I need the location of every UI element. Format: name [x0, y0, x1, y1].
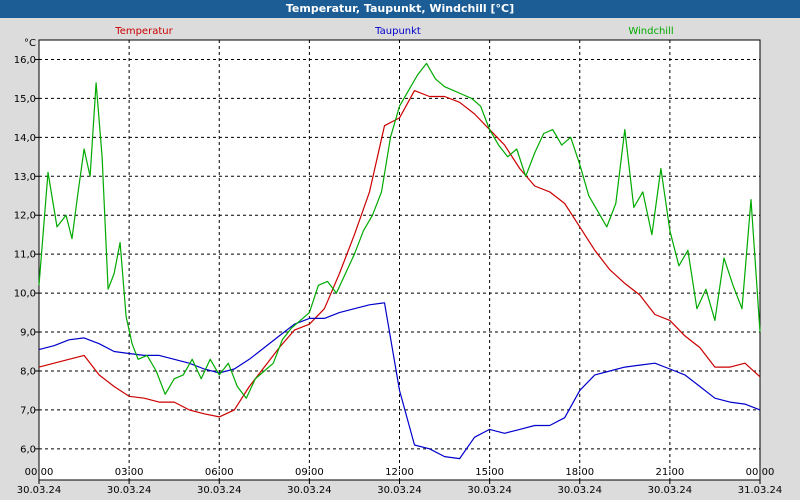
y-tick-label: 9,0 — [20, 328, 36, 339]
legend-item-windchill: Windchill — [628, 26, 673, 37]
x-tick-time-label: 00:00 — [25, 467, 54, 478]
legend-item-taupunkt: Taupunkt — [374, 26, 421, 37]
x-tick-date-label: 30.03.24 — [467, 485, 512, 496]
x-tick-time-label: 00:00 — [746, 467, 775, 478]
y-tick-label: 16,0 — [14, 55, 36, 66]
x-tick-date-label: 30.03.24 — [287, 485, 332, 496]
x-tick-date-label: 31.03.24 — [738, 485, 783, 496]
y-tick-label: 6,0 — [20, 444, 36, 455]
x-tick-date-label: 30.03.24 — [648, 485, 693, 496]
legend-item-temperatur: Temperatur — [114, 26, 173, 37]
series-line-temperatur — [38, 89, 761, 418]
y-tick-label: 7,0 — [20, 405, 36, 416]
y-tick-label: 12,0 — [14, 211, 36, 222]
series-line-windchill — [38, 62, 761, 399]
x-tick-date-label: 30.03.24 — [557, 485, 602, 496]
y-axis-label: °C — [24, 38, 36, 49]
series-lines — [38, 62, 761, 460]
x-tick-time-label: 12:00 — [385, 467, 414, 478]
y-tick-label: 15,0 — [14, 94, 36, 105]
y-tick-label: 11,0 — [14, 250, 36, 261]
y-tick-label: 14,0 — [14, 133, 36, 144]
chart-title: Temperatur, Taupunkt, Windchill [°C] — [285, 2, 515, 15]
y-tick-label: 10,0 — [14, 289, 36, 300]
x-tick-time-label: 06:00 — [205, 467, 234, 478]
x-tick-date-label: 30.03.24 — [377, 485, 422, 496]
grid — [39, 40, 760, 480]
y-tick-label: 13,0 — [14, 172, 36, 183]
line-chart: 6,0 7,0 8,0 9,0 10,0 11,0 12,0 13,0 14,0 15,0 16,0… — [14, 26, 783, 496]
y-axis-ticks: 6,0 7,0 8,0 9,0 10,0 11,0 12,0 13,0 14,0 15,0 16,0 — [14, 55, 39, 455]
x-tick-time-label: 18:00 — [565, 467, 594, 478]
x-axis-ticks: 00:00 30.03.24 03:00 30.03.24 06:00 30.03.24 0… — [17, 467, 783, 496]
x-tick-time-label: 09:00 — [295, 467, 324, 478]
x-tick-time-label: 03:00 — [115, 467, 144, 478]
x-tick-date-label: 30.03.24 — [197, 485, 242, 496]
y-tick-label: 8,0 — [20, 366, 36, 377]
chart-title-bar: Temperatur, Taupunkt, Windchill [°C] — [0, 0, 800, 18]
legend: Temperatur Taupunkt Windchill — [114, 26, 673, 37]
x-tick-time-label: 21:00 — [655, 467, 684, 478]
x-tick-time-label: 15:00 — [475, 467, 504, 478]
series-line-taupunkt — [38, 302, 761, 460]
x-tick-date-label: 30.03.24 — [107, 485, 152, 496]
x-tick-date-label: 30.03.24 — [17, 485, 62, 496]
